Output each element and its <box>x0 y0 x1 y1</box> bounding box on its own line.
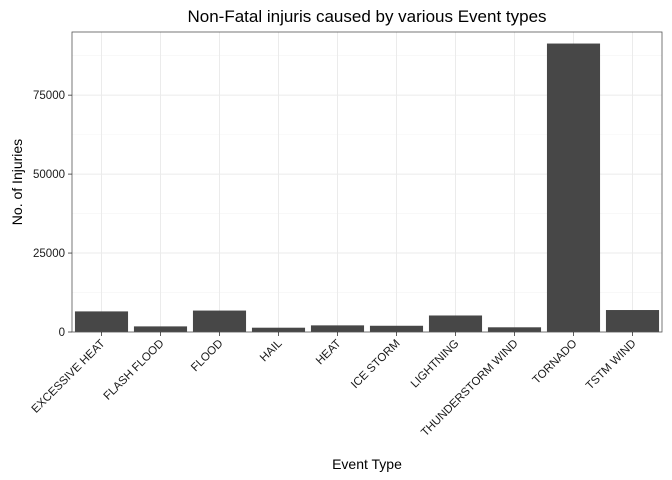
bar <box>74 311 129 332</box>
bar <box>310 325 365 332</box>
bar <box>251 327 306 332</box>
y-axis: 0 25000 50000 75000 <box>33 90 72 339</box>
x-tick-label: FLASH FLOOD <box>102 338 167 403</box>
bar <box>546 43 601 333</box>
x-tick-label: TSTM WIND <box>584 338 639 393</box>
x-tick-label: TORNADO <box>531 338 580 387</box>
y-tick-label: 0 <box>59 327 65 339</box>
y-axis-title: No. of Injuries <box>9 139 25 225</box>
x-tick-label: HEAT <box>314 338 344 368</box>
bar <box>605 310 660 332</box>
x-tick-label: ICE STORM <box>349 338 403 392</box>
y-tick-label: 50000 <box>33 169 65 181</box>
x-tick-label: HAIL <box>258 337 285 364</box>
x-tick-label: LIGHTNING <box>409 338 462 391</box>
x-tick-label: THUNDERSTORM WIND <box>419 338 520 439</box>
x-tick-label: FLOOD <box>189 338 226 375</box>
bars <box>74 43 660 333</box>
bar <box>133 326 188 332</box>
y-tick-label: 75000 <box>33 90 65 102</box>
plot-panel-border <box>71 31 663 333</box>
x-tick-label: EXCESSIVE HEAT <box>30 338 108 416</box>
x-axis-title: Event Type <box>332 456 402 472</box>
bar <box>369 325 424 332</box>
bar <box>487 327 542 332</box>
bar <box>428 315 483 332</box>
bar <box>192 310 247 332</box>
y-tick-label: 25000 <box>33 248 65 260</box>
chart-title: Non-Fatal injuris caused by various Even… <box>187 7 546 26</box>
